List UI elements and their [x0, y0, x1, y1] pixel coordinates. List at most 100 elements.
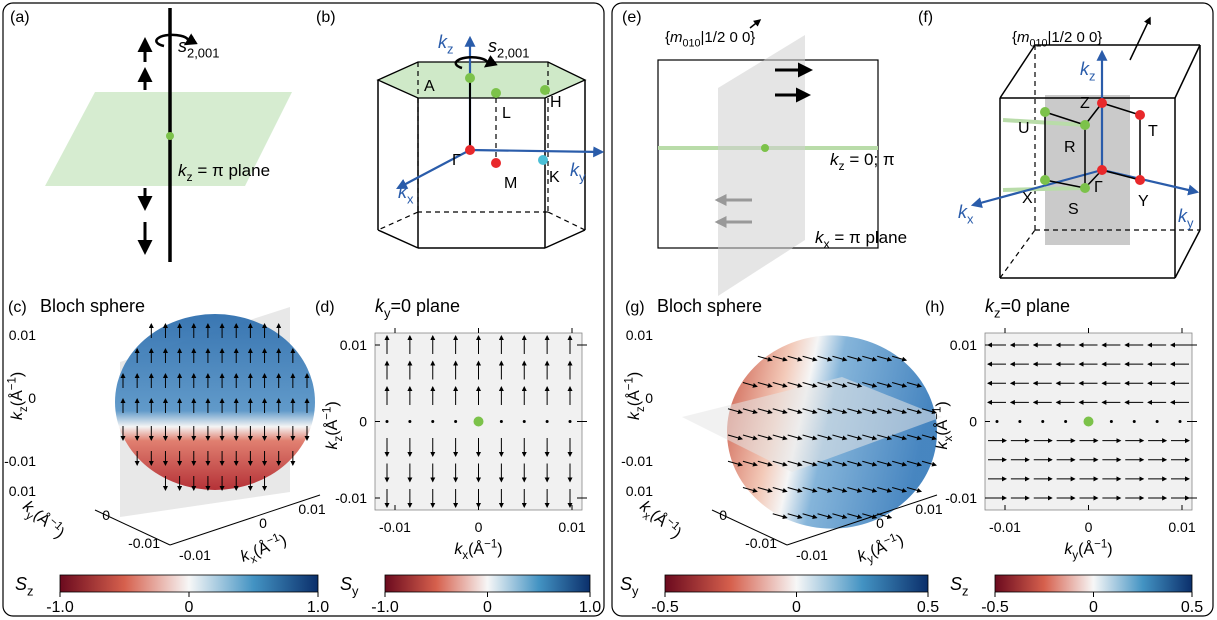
label: -0.01 [179, 547, 211, 563]
label: 0.01 [915, 501, 942, 517]
label: 0 [185, 599, 194, 616]
label: (e) [622, 9, 642, 26]
point [166, 132, 174, 140]
axis-label: kx(Å−1) [454, 539, 502, 562]
label: 1.0 [307, 599, 329, 616]
figure: (a)s2,001kz = π plane(b)kzkykxs2,001ALHΓ… [0, 0, 1217, 620]
colorbar-label: Sz [950, 574, 969, 598]
text-run: m [670, 29, 683, 46]
label: Bloch sphere [657, 296, 762, 316]
label: (g) [625, 299, 645, 316]
label: kz = 0; π [830, 150, 895, 173]
text-run: S [620, 574, 632, 594]
point [996, 420, 999, 423]
label: 0.01 [340, 337, 367, 353]
text-run: =0 plane [390, 296, 460, 316]
text-run: (Å [7, 390, 26, 406]
text-run: −1 [322, 407, 334, 420]
text-run: −1 [484, 539, 497, 551]
point [1080, 120, 1090, 130]
axis-label: kx(Å−1) [237, 530, 290, 570]
axis-label: kz(Å−1) [7, 372, 30, 420]
label: kz [438, 32, 453, 56]
point [1097, 98, 1107, 108]
point [465, 73, 475, 83]
edge [548, 212, 585, 230]
edge [1000, 230, 1035, 278]
label: 0.01 [626, 327, 653, 343]
pointer [1130, 18, 1150, 60]
colorbar [60, 575, 318, 592]
text-run: −1 [1094, 539, 1107, 551]
text-run: (Å [1078, 539, 1094, 558]
point [491, 88, 501, 98]
label: U [1018, 120, 1030, 137]
label: -0.01 [379, 519, 411, 535]
axis-label: ky(Å−1) [17, 496, 69, 545]
label: s2,001 [488, 36, 529, 60]
top-face [378, 62, 585, 98]
label: K [549, 169, 560, 186]
point [1110, 420, 1113, 423]
edge [1000, 45, 1035, 98]
label: 0 [475, 519, 483, 535]
label: ky=0 plane [375, 296, 460, 320]
text-run: y [579, 169, 586, 184]
label: 0.01 [9, 327, 36, 343]
point [1135, 175, 1145, 185]
axis-label: kz(Å−1) [624, 372, 647, 420]
label: 0.01 [1168, 519, 1195, 535]
label: 0 [1089, 599, 1098, 616]
point [538, 155, 548, 165]
label: T [1148, 123, 1158, 140]
label: 0 [876, 515, 884, 531]
label: 0 [359, 414, 367, 430]
label: -0.01 [621, 453, 653, 469]
label: -0.01 [745, 535, 777, 551]
point [1080, 183, 1090, 193]
point [1084, 417, 1094, 427]
plane-line [1003, 188, 1085, 190]
text-run: (Å [322, 419, 341, 435]
colorbar-label: Sy [340, 574, 359, 598]
label: kz=0 plane [985, 296, 1070, 320]
point [1041, 420, 1044, 423]
point [500, 420, 503, 423]
text-run: (Å [932, 419, 951, 435]
label: 0.01 [626, 483, 653, 499]
text-run: ) [626, 372, 643, 377]
text-run: |1/2 0 0} [1048, 29, 1103, 46]
label: Y [1138, 193, 1149, 210]
label: 0.01 [950, 337, 977, 353]
label: 1.0 [579, 599, 601, 616]
text-run: y [1187, 215, 1194, 230]
plane [1045, 95, 1130, 245]
label: -0.5 [981, 599, 1009, 616]
text-run: = π plane [193, 161, 270, 180]
point [761, 144, 769, 152]
text-run: z [447, 41, 453, 56]
label: L [502, 105, 511, 122]
text-run: 2,001 [187, 45, 219, 60]
point [431, 420, 434, 423]
text-run: m [1017, 29, 1030, 46]
text-run: ) [9, 372, 26, 377]
label: 0 [645, 390, 653, 406]
text-run: S [15, 574, 27, 594]
point [523, 420, 526, 423]
colorbar-label: Sz [15, 574, 34, 598]
text-run: −1 [7, 377, 19, 390]
point [540, 85, 550, 95]
text-run: (Å [624, 390, 643, 406]
text-run: z [962, 583, 968, 598]
text-run: s [178, 36, 187, 56]
text-run: s [488, 36, 497, 56]
label: -0.5 [651, 599, 679, 616]
text-run: |1/2 0 0} [701, 29, 756, 46]
colorbar [995, 575, 1192, 592]
point [1133, 420, 1136, 423]
label: R [1064, 139, 1076, 156]
label: (c) [8, 299, 27, 316]
label: Z [1080, 95, 1090, 112]
label: s2,001 [178, 36, 219, 60]
